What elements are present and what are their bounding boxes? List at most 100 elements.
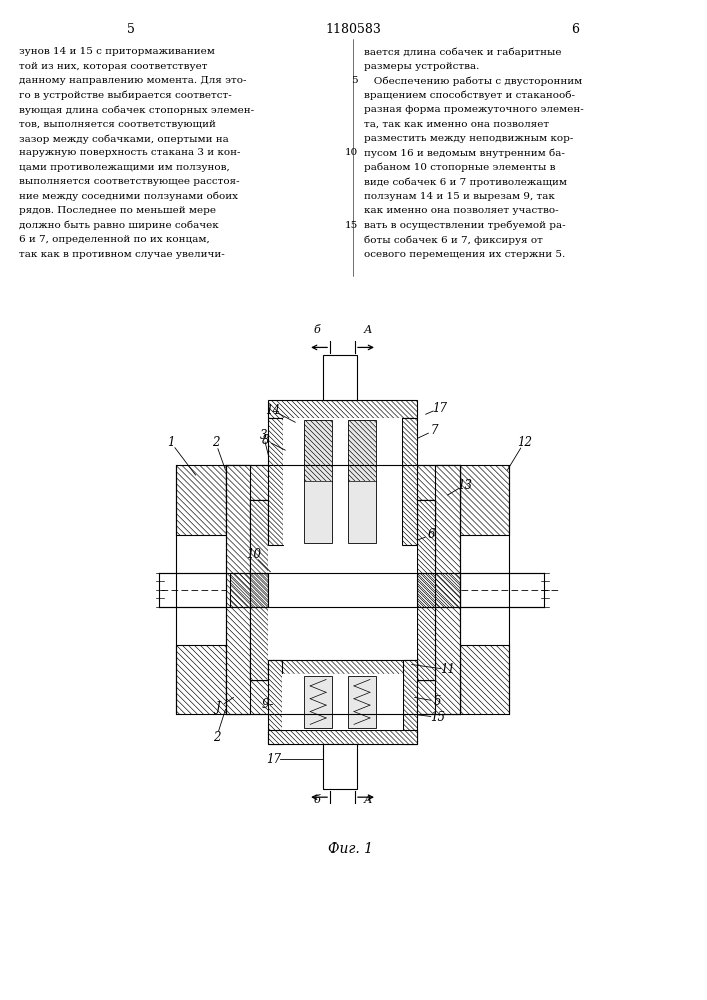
Bar bbox=[226, 465, 460, 500]
Text: виде собачек 6 и 7 противолежащим: виде собачек 6 и 7 противолежащим bbox=[364, 177, 567, 187]
Bar bbox=[226, 465, 250, 714]
Text: должно быть равно ширине собачек: должно быть равно ширине собачек bbox=[19, 221, 219, 230]
Text: 7: 7 bbox=[431, 424, 438, 437]
Bar bbox=[403, 660, 416, 744]
Bar bbox=[269, 660, 416, 674]
Bar bbox=[348, 420, 376, 481]
Bar bbox=[460, 645, 509, 714]
Text: 15: 15 bbox=[345, 221, 358, 230]
Bar bbox=[304, 420, 332, 481]
Bar bbox=[269, 400, 416, 418]
Bar bbox=[250, 500, 435, 520]
Text: го в устройстве выбирается соответст-: го в устройстве выбирается соответст- bbox=[19, 91, 232, 100]
Text: вается длина собачек и габаритные: вается длина собачек и габаритные bbox=[364, 47, 561, 57]
Text: б: б bbox=[314, 325, 320, 335]
Bar bbox=[416, 500, 435, 680]
Text: вующая длина собачек стопорных элемен-: вующая длина собачек стопорных элемен- bbox=[19, 105, 255, 115]
Text: наружную поверхность стакана 3 и кон-: наружную поверхность стакана 3 и кон- bbox=[19, 148, 241, 157]
Bar bbox=[250, 500, 435, 520]
Bar bbox=[269, 520, 416, 660]
Text: 2: 2 bbox=[213, 731, 221, 744]
Bar bbox=[269, 660, 282, 744]
Text: 1: 1 bbox=[167, 436, 175, 449]
Bar bbox=[460, 465, 509, 535]
Text: зазор между собачками, опертыми на: зазор между собачками, опертыми на bbox=[19, 134, 229, 144]
Bar bbox=[250, 500, 435, 680]
Text: Фиг. 1: Фиг. 1 bbox=[327, 842, 373, 856]
Text: вращением способствует и стаканооб-: вращением способствует и стаканооб- bbox=[364, 91, 575, 100]
Bar bbox=[416, 573, 460, 607]
Bar bbox=[403, 660, 416, 744]
Text: тов, выполняется соответствующий: тов, выполняется соответствующий bbox=[19, 120, 216, 129]
Bar bbox=[250, 500, 269, 680]
Text: 12: 12 bbox=[517, 436, 532, 449]
Text: 2: 2 bbox=[212, 436, 219, 449]
Text: ползунам 14 и 15 и вырезам 9, так: ползунам 14 и 15 и вырезам 9, так bbox=[364, 192, 555, 201]
Bar bbox=[269, 660, 416, 674]
Text: 5: 5 bbox=[434, 695, 441, 708]
Text: пусом 16 и ведомым внутренним ба-: пусом 16 и ведомым внутренним ба- bbox=[364, 148, 565, 158]
Text: 15: 15 bbox=[430, 711, 445, 724]
Bar bbox=[435, 465, 460, 714]
Bar bbox=[230, 573, 269, 607]
Bar bbox=[323, 355, 357, 400]
Bar bbox=[460, 645, 509, 714]
Bar bbox=[348, 420, 376, 543]
Text: размеры устройства.: размеры устройства. bbox=[364, 62, 479, 71]
Bar bbox=[269, 418, 284, 545]
Text: 6: 6 bbox=[428, 528, 436, 541]
Text: 5: 5 bbox=[351, 76, 358, 85]
Text: разная форма промежуточного элемен-: разная форма промежуточного элемен- bbox=[364, 105, 584, 114]
Text: осевого перемещения их стержни 5.: осевого перемещения их стержни 5. bbox=[364, 250, 565, 259]
Bar bbox=[176, 465, 226, 535]
Text: 17: 17 bbox=[266, 753, 281, 766]
Text: рядов. Последнее по меньшей мере: рядов. Последнее по меньшей мере bbox=[19, 206, 216, 215]
Bar bbox=[226, 465, 250, 714]
Text: данному направлению момента. Для это-: данному направлению момента. Для это- bbox=[19, 76, 247, 85]
Text: 1180583: 1180583 bbox=[325, 23, 381, 36]
Bar bbox=[226, 680, 460, 714]
Text: А: А bbox=[364, 795, 372, 805]
Bar bbox=[230, 573, 269, 607]
Text: той из них, которая соответствует: той из них, которая соответствует bbox=[19, 62, 208, 71]
Bar bbox=[402, 418, 416, 545]
Text: 11: 11 bbox=[440, 663, 455, 676]
Text: вать в осуществлении требуемой ра-: вать в осуществлении требуемой ра- bbox=[364, 221, 566, 230]
Text: цами противолежащими им ползунов,: цами противолежащими им ползунов, bbox=[19, 163, 230, 172]
Bar bbox=[304, 420, 332, 543]
Bar bbox=[176, 645, 226, 714]
Bar bbox=[269, 660, 282, 744]
Bar bbox=[304, 676, 332, 728]
Bar bbox=[282, 674, 403, 730]
Text: как именно она позволяет участво-: как именно она позволяет участво- bbox=[364, 206, 559, 215]
Bar bbox=[226, 680, 460, 714]
Text: б: б bbox=[314, 795, 320, 805]
Text: 10: 10 bbox=[345, 148, 358, 157]
Text: 8: 8 bbox=[262, 434, 269, 447]
Text: 6 и 7, определенной по их концам,: 6 и 7, определенной по их концам, bbox=[19, 235, 210, 244]
Text: 3: 3 bbox=[259, 429, 267, 442]
Text: боты собачек 6 и 7, фиксируя от: боты собачек 6 и 7, фиксируя от bbox=[364, 235, 543, 245]
Text: 10: 10 bbox=[246, 548, 261, 561]
Bar bbox=[250, 500, 269, 680]
Text: 14: 14 bbox=[265, 404, 280, 417]
Text: разместить между неподвижным кор-: разместить между неподвижным кор- bbox=[364, 134, 573, 143]
Text: 17: 17 bbox=[432, 402, 447, 415]
Text: ние между соседними ползунами обоих: ние между соседними ползунами обоих bbox=[19, 192, 238, 201]
Bar bbox=[269, 400, 416, 418]
Text: та, так как именно она позволяет: та, так как именно она позволяет bbox=[364, 120, 549, 129]
Bar bbox=[402, 418, 416, 545]
Text: 5: 5 bbox=[127, 23, 135, 36]
Bar bbox=[269, 730, 416, 744]
Text: рабаном 10 стопорные элементы в: рабаном 10 стопорные элементы в bbox=[364, 163, 556, 172]
Text: 9: 9 bbox=[262, 698, 269, 711]
Bar bbox=[269, 418, 284, 545]
Bar bbox=[250, 660, 435, 680]
Bar bbox=[176, 465, 226, 535]
Text: А: А bbox=[364, 325, 372, 335]
Bar bbox=[269, 730, 416, 744]
Bar bbox=[250, 660, 435, 680]
Bar bbox=[269, 520, 416, 660]
Text: зунов 14 и 15 с притормаживанием: зунов 14 и 15 с притормаживанием bbox=[19, 47, 215, 56]
Bar bbox=[416, 573, 460, 607]
